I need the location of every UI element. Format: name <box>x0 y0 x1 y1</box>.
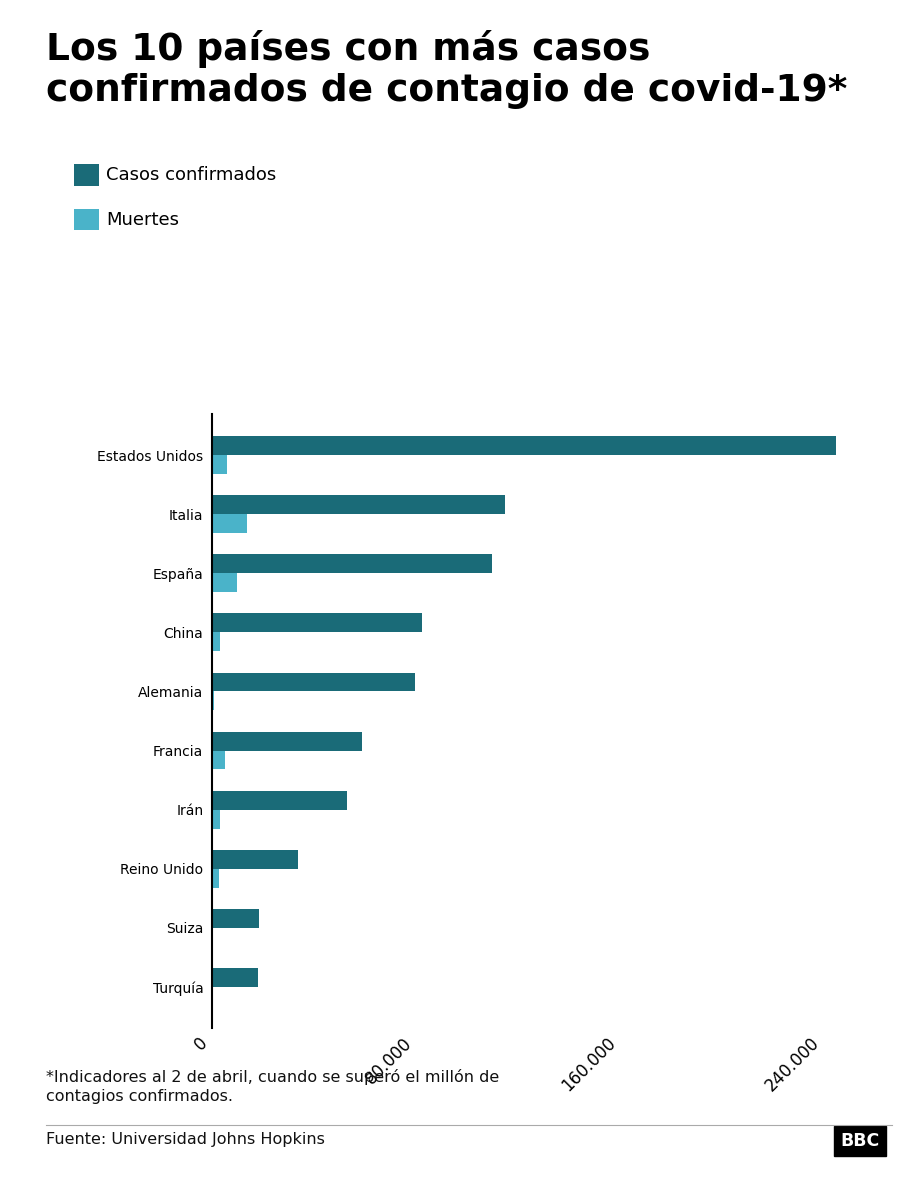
Text: Fuente: Universidad Johns Hopkins: Fuente: Universidad Johns Hopkins <box>46 1132 324 1148</box>
Bar <box>211 455 227 474</box>
Bar <box>211 810 220 829</box>
Text: Casos confirmados: Casos confirmados <box>106 165 276 184</box>
Bar <box>211 613 421 632</box>
Bar <box>211 436 834 455</box>
Text: Los 10 países con más casos
confirmados de contagio de covid-19*: Los 10 países con más casos confirmados … <box>46 30 846 109</box>
Text: Muertes: Muertes <box>106 210 178 229</box>
Text: BBC: BBC <box>839 1132 879 1150</box>
Bar <box>211 869 219 888</box>
Bar <box>211 850 298 869</box>
Bar <box>211 968 257 987</box>
Bar <box>211 791 346 810</box>
Bar <box>211 673 415 691</box>
Bar <box>211 751 225 769</box>
Bar <box>211 928 213 947</box>
Bar <box>211 495 504 514</box>
Bar <box>211 573 237 592</box>
Bar <box>211 691 214 710</box>
Bar <box>211 632 220 651</box>
Bar <box>211 732 361 751</box>
Bar <box>211 514 246 533</box>
Text: *Indicadores al 2 de abril, cuando se superó el millón de
contagios confirmados.: *Indicadores al 2 de abril, cuando se su… <box>46 1069 499 1104</box>
Bar <box>211 909 259 928</box>
Bar <box>211 554 492 573</box>
